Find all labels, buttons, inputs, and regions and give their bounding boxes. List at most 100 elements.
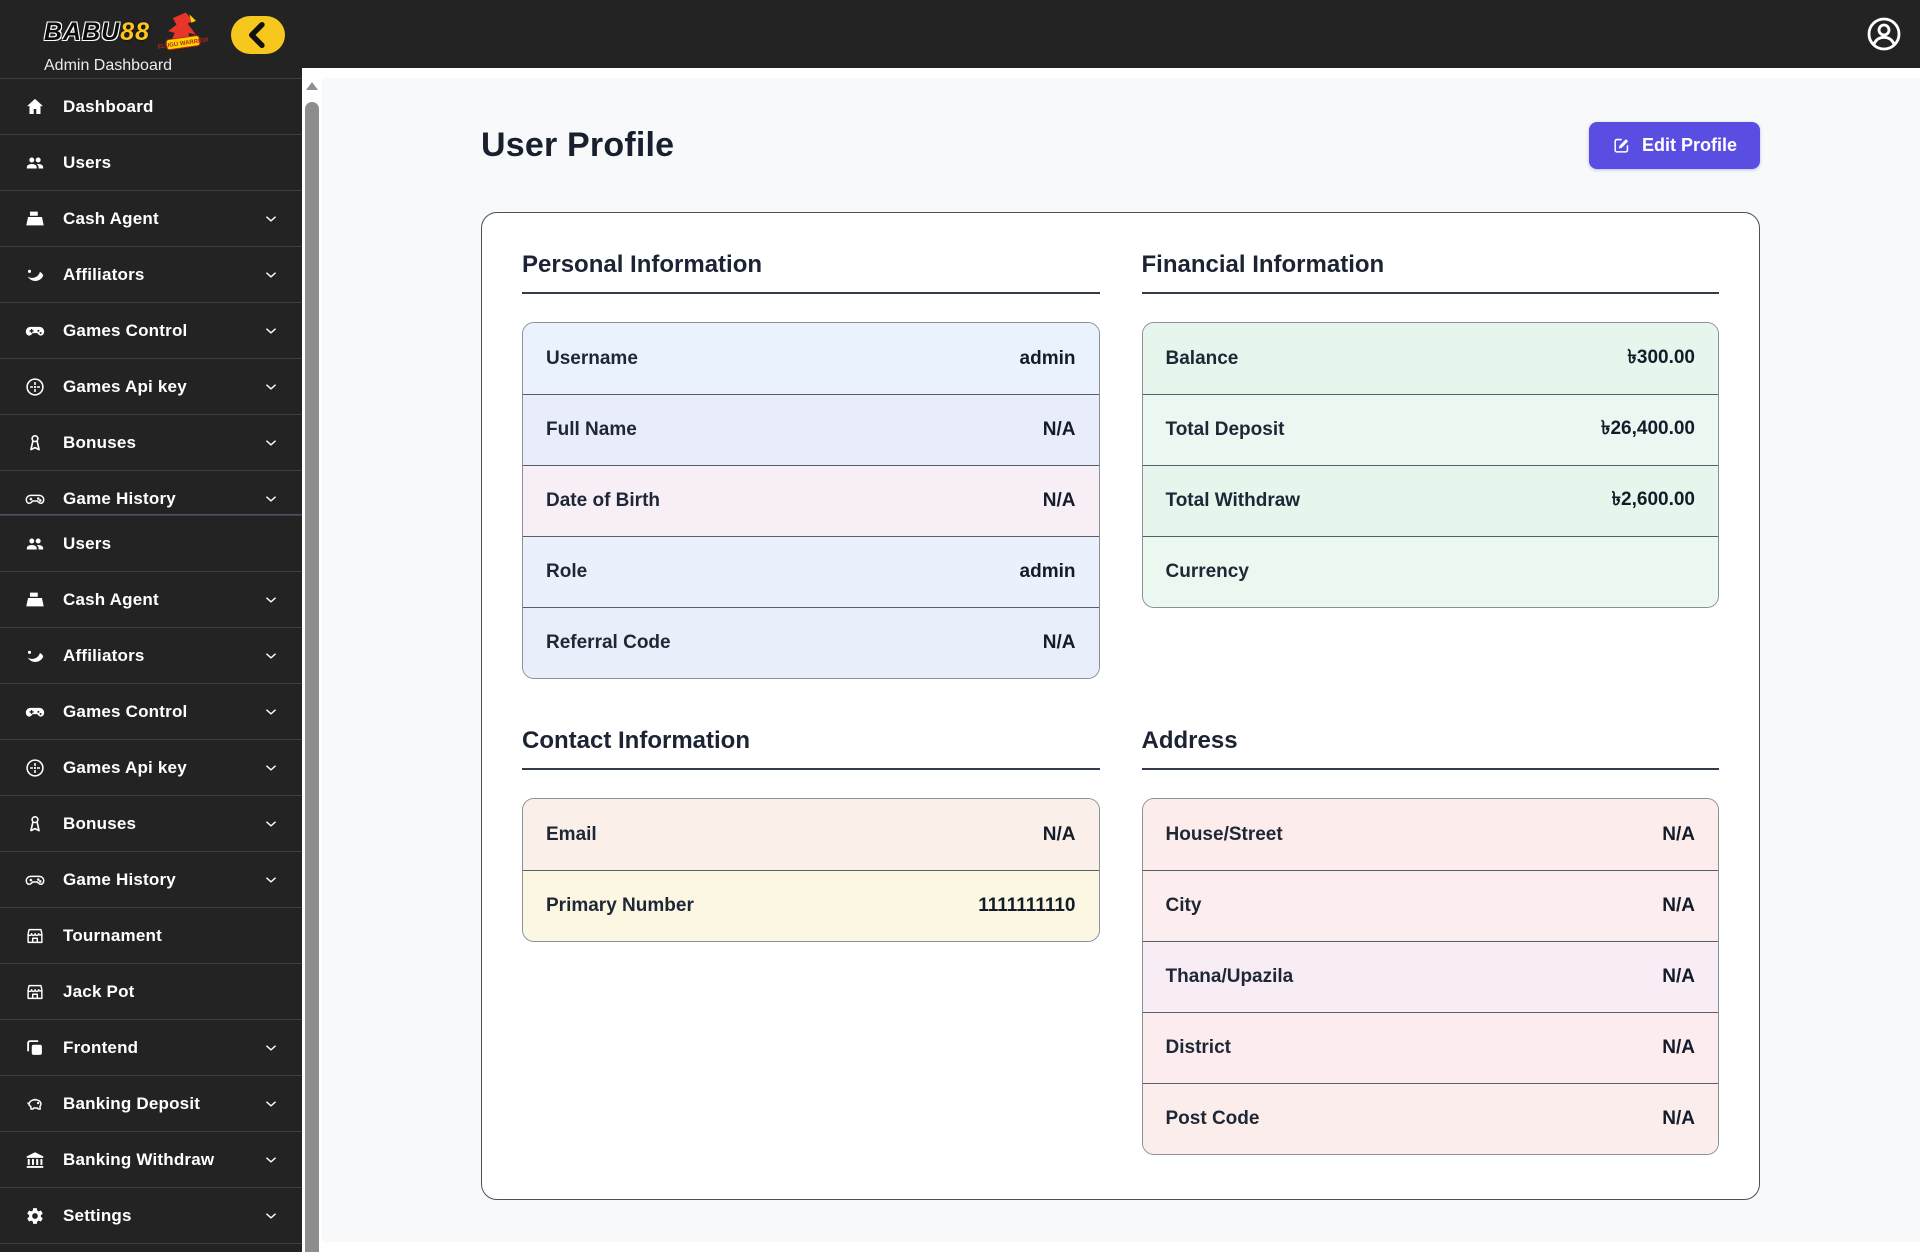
sidebar-item-users[interactable]: Users [0, 134, 302, 190]
section-title: Address [1141, 727, 1719, 770]
sidebar-partial-item [0, 1243, 302, 1252]
sidebar-item-users[interactable]: Users [0, 515, 302, 571]
storefront-icon [24, 925, 46, 947]
sidebar-item-frontend[interactable]: Frontend [0, 1019, 302, 1075]
sidebar-menu-primary: Dashboard Users Cash Agent Affiliators Games… [0, 78, 302, 514]
chevron-down-icon [262, 322, 280, 340]
section-title: Personal Information [522, 251, 1100, 294]
field-label: Role [546, 561, 588, 582]
content-scrollbar[interactable] [302, 68, 322, 1252]
sidebar-item-label: Game History [63, 869, 176, 889]
profile-row-email: Email N/A [523, 799, 1099, 870]
sidebar-item-label: Games Control [63, 320, 188, 340]
award-icon [24, 813, 46, 835]
sidebar-item-label: Dashboard [63, 96, 154, 116]
sidebar-item-settings[interactable]: Settings [0, 1187, 302, 1243]
scrollbar-thumb[interactable] [305, 102, 319, 1252]
sidebar-item-affiliators[interactable]: Affiliators [0, 246, 302, 302]
section-title: Financial Information [1141, 251, 1719, 294]
edit-profile-button[interactable]: Edit Profile [1588, 122, 1760, 169]
sidebar-item-dashboard[interactable]: Dashboard [0, 78, 302, 134]
profile-row-thana-upazila: Thana/Upazila N/A [1142, 941, 1718, 1012]
sidebar-item-label: Users [63, 533, 112, 553]
field-value: N/A [1042, 419, 1076, 440]
gamepad-icon [24, 320, 46, 342]
sidebar-item-label: Banking Deposit [63, 1093, 201, 1113]
piggy-bank-icon [24, 1093, 46, 1115]
chevron-down-icon [262, 266, 280, 284]
sidebar-item-games-control[interactable]: Games Control [0, 302, 302, 358]
gear-icon [24, 1205, 46, 1227]
sidebar-item-banking-deposit[interactable]: Banking Deposit [0, 1075, 302, 1131]
sidebar-item-game-history[interactable]: Game History [0, 470, 302, 514]
sidebar-item-label: Games Api key [63, 376, 187, 396]
sidebar-item-label: Cash Agent [63, 208, 159, 228]
chevron-down-icon [262, 759, 280, 777]
profile-row-referral-code: Referral Code N/A [523, 607, 1099, 678]
profile-row-city: City N/A [1142, 870, 1718, 941]
sidebar-item-games-api-key[interactable]: Games Api key [0, 358, 302, 414]
user-account-icon[interactable] [1864, 14, 1904, 54]
affiliate-icon [24, 264, 46, 286]
sidebar-item-affiliators[interactable]: Affiliators [0, 627, 302, 683]
field-label: District [1165, 1037, 1231, 1058]
field-value: admin [1019, 561, 1076, 582]
field-value: admin [1019, 347, 1076, 369]
chevron-down-icon [262, 1095, 280, 1113]
sidebar-item-label: Games Control [63, 701, 188, 721]
sidebar-item-banking-withdraw[interactable]: Banking Withdraw [0, 1131, 302, 1187]
field-label: Currency [1165, 561, 1249, 582]
field-value: N/A [1042, 632, 1076, 653]
mascot-logo: TELUGU WARRIORS [158, 12, 208, 51]
chevron-down-icon [262, 1151, 280, 1169]
sidebar-item-game-history[interactable]: Game History [0, 851, 302, 907]
sidebar-item-label: Affiliators [63, 264, 145, 284]
chevron-down-icon [262, 647, 280, 665]
sidebar-item-cash-agent[interactable]: Cash Agent [0, 190, 302, 246]
sidebar-item-bonuses[interactable]: Bonuses [0, 414, 302, 470]
profile-row-username: Username admin [523, 323, 1099, 394]
sidebar-item-label: Affiliators [63, 645, 145, 665]
chevron-down-icon [262, 490, 280, 508]
info-rows: Balance ৳300.00 Total Deposit ৳26,400.00 Tot… [1141, 322, 1719, 608]
affiliate-icon [24, 645, 46, 667]
profile-row-district: District N/A [1142, 1012, 1718, 1083]
sidebar-item-games-api-key[interactable]: Games Api key [0, 739, 302, 795]
chevron-down-icon [262, 703, 280, 721]
sidebar-item-label: Games Api key [63, 757, 187, 777]
profile-row-house-street: House/Street N/A [1142, 799, 1718, 870]
chevron-down-icon [262, 591, 280, 609]
cash-register-icon [24, 208, 46, 230]
sidebar-item-bonuses[interactable]: Bonuses [0, 795, 302, 851]
sidebar-item-label: Tournament [63, 925, 162, 945]
sidebar: BABU88 TELUGU WARRIORS Admin Dashboard D… [0, 0, 302, 1252]
sidebar-menu-secondary: Users Cash Agent Affiliators Games Control G… [0, 514, 302, 1243]
sidebar-item-tournament[interactable]: Tournament [0, 907, 302, 963]
sidebar-item-label: Jack Pot [63, 981, 135, 1001]
info-rows: House/Street N/A City N/A Thana/Upazila N/A Di… [1141, 798, 1719, 1155]
profile-row-currency: Currency [1142, 536, 1718, 607]
sidebar-item-games-control[interactable]: Games Control [0, 683, 302, 739]
sidebar-collapse-button[interactable] [231, 16, 285, 54]
profile-card: Personal Information Username admin Full N… [481, 212, 1760, 1200]
field-label: Email [546, 823, 597, 845]
profile-row-post-code: Post Code N/A [1142, 1083, 1718, 1154]
section-title: Contact Information [522, 727, 1100, 770]
chevron-down-icon [262, 1207, 280, 1225]
main-area: User Profile Edit Profile Personal Infor… [322, 68, 1920, 1252]
brand-logo: BABU88 [44, 17, 151, 46]
sidebar-item-jack-pot[interactable]: Jack Pot [0, 963, 302, 1019]
sidebar-item-cash-agent[interactable]: Cash Agent [0, 571, 302, 627]
field-label: Date of Birth [546, 490, 660, 511]
scroll-up-arrow-icon[interactable] [306, 82, 318, 90]
info-rows: Username admin Full Name N/A Date of Birth N/… [522, 322, 1100, 679]
field-label: Total Deposit [1165, 419, 1285, 440]
section-contact-information: Contact Information Email N/A Primary Numb… [522, 727, 1100, 1155]
field-label: House/Street [1165, 823, 1283, 845]
bank-icon [24, 1149, 46, 1171]
clipped-sidebar-item: Game History [0, 470, 302, 514]
edit-profile-label: Edit Profile [1641, 135, 1737, 155]
sidebar-item-label: Settings [63, 1205, 132, 1225]
field-label: Referral Code [546, 632, 671, 653]
